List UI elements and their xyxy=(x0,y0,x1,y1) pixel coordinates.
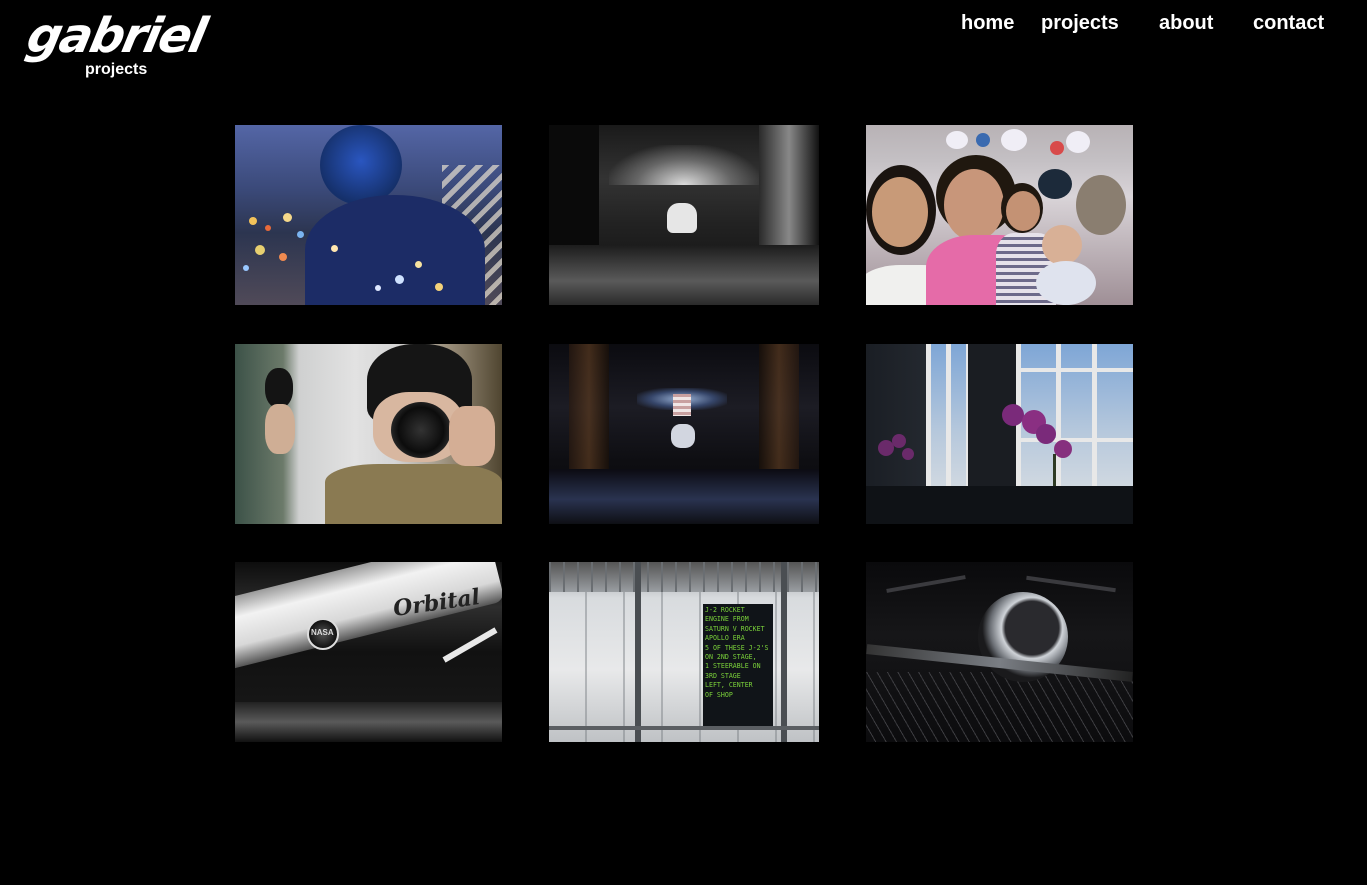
sign-text: J-2 ROCKET ENGINE FROM SATURN V ROCKET A… xyxy=(705,606,769,699)
gallery-photo-family-stadium[interactable]: family in stadium seats xyxy=(866,125,1133,305)
logo-subtitle: projects xyxy=(85,61,148,78)
site-logo[interactable]: gabriel projects xyxy=(22,8,210,84)
nav-about-link[interactable]: about xyxy=(1159,12,1214,34)
gallery-photo-aircraft-engine[interactable]: aircraft engine in dark hangar xyxy=(866,562,1133,742)
nav-home-link[interactable]: home xyxy=(961,12,1015,34)
photo-image: NASA Orbital xyxy=(235,562,502,742)
photo-image xyxy=(235,344,502,524)
nav-contact-link[interactable]: contact xyxy=(1253,12,1325,34)
gallery-photo-j2-rocket-sign[interactable]: J-2 ROCKET ENGINE FROM SATURN V ROCKET A… xyxy=(549,562,819,742)
gallery-photo-orchids-window[interactable]: orchids by window xyxy=(866,344,1133,524)
photo-image: J-2 ROCKET ENGINE FROM SATURN V ROCKET A… xyxy=(549,562,819,742)
gallery-photo-self-portrait-reflection[interactable]: self-portrait reflection with city bokeh xyxy=(235,125,502,305)
main-nav: home projects about contact xyxy=(0,10,1367,40)
gallery-photo-shuttle-hangar-bw[interactable]: space shuttle hangar, black and white xyxy=(549,125,819,305)
photo-image xyxy=(549,344,819,524)
photo-image xyxy=(549,125,819,305)
gallery-photo-camera-self-portrait[interactable]: self-portrait with camera in mirror xyxy=(235,344,502,524)
j2-rocket-sign: J-2 ROCKET ENGINE FROM SATURN V ROCKET A… xyxy=(703,604,773,726)
nasa-logo: NASA xyxy=(307,618,339,650)
gallery-photo-shuttle-hangar-dark[interactable]: space shuttle hangar, dark xyxy=(549,344,819,524)
photo-image xyxy=(866,562,1133,742)
photo-image xyxy=(235,125,502,305)
photo-image xyxy=(866,344,1133,524)
photo-image xyxy=(866,125,1133,305)
gallery-photo-orbital-rocket[interactable]: NASA Orbital Orbital rocket with NASA lo… xyxy=(235,562,502,742)
nav-projects-link[interactable]: projects xyxy=(1041,12,1119,34)
